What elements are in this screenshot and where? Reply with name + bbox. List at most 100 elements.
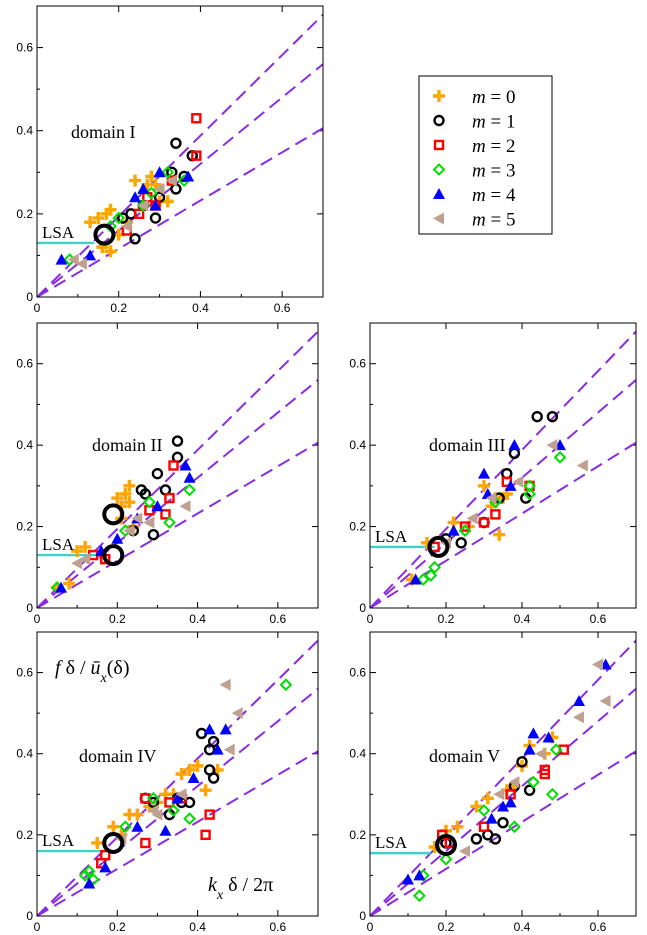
plot-frame [369,631,637,917]
legend-label-m0: m = 0 [472,87,515,108]
data-point-m4 [149,199,162,211]
reference-line [370,639,636,916]
data-point-m4 [131,820,144,832]
x-tick-label: 0.6 [590,920,607,934]
data-point-m4 [497,800,509,812]
y-tick-label: 0.4 [349,438,366,452]
data-point-m4 [111,532,124,544]
data-point-m2 [133,208,145,220]
data-point-m1 [151,467,164,480]
domain-label: domain I [71,122,136,142]
data-point-m4 [179,459,192,471]
lsa-label: LSA [42,831,75,850]
legend-entry-m5: m = 5 [433,210,515,231]
data-point-m4 [203,723,216,735]
data-point-m3 [523,487,537,501]
data-point-m3 [183,812,196,826]
data-point-m5 [153,182,165,195]
y-tick-label: 0.2 [349,520,366,534]
y-tick-label: 0.6 [349,357,366,371]
data-point-m2 [459,521,471,532]
data-point-m5 [137,199,149,212]
data-point-m4 [413,869,426,881]
data-point-m5 [485,492,497,505]
data-point-m5 [120,220,132,233]
reference-line [37,330,318,608]
data-point-m3 [424,569,438,582]
plot-frame [369,322,637,609]
x-tick-label: 0.4 [189,612,206,626]
panel-2: 0 0.2 0.4 0.6 0 0.2 0.4 0.6 domain II LSA [16,322,319,626]
data-point-m1 [147,529,160,541]
y-tick-label: 0.4 [349,747,366,761]
data-point-m3 [86,873,100,886]
plot-frame [36,631,319,917]
legend-box [418,75,553,235]
lsa-point [435,834,457,856]
lsa-point [427,535,450,558]
data-point-m3 [477,804,491,817]
data-point-m3 [428,560,442,574]
data-point-m4 [504,479,517,491]
data-point-m0 [470,800,483,813]
legend-entry-m4: m = 4 [433,185,516,206]
legend-entry-m1: m = 1 [433,112,515,133]
data-point-m0 [104,245,117,258]
data-point-m4 [402,873,414,885]
legend-entry-m0: m = 0 [433,87,515,108]
reference-line [37,687,318,916]
data-point-m5 [219,678,231,691]
data-point-m4 [171,792,184,804]
legend-marker-m2 [433,139,445,151]
domain-label: domain V [429,746,500,766]
data-point-m0 [111,492,124,505]
data-point-m5 [576,459,588,472]
x-tick-label: 0.4 [192,301,209,315]
x-tick-label: 0.2 [438,612,455,626]
data-point-m0 [478,479,490,492]
data-point-m4 [485,812,498,824]
y-tick-label: 0.6 [16,41,33,55]
x-tick-label: 0 [367,920,374,934]
y-tick-label: 0.4 [16,124,33,138]
data-point-m3 [526,775,540,789]
data-point-m5 [546,439,558,452]
y-tick-label: 0.6 [16,357,33,371]
lsa-point [102,831,125,854]
y-tick-label: 0.4 [16,438,33,452]
data-point-m4 [409,573,422,585]
data-point-m3 [279,678,293,692]
legend-marker-m3 [432,163,446,176]
data-point-m1 [139,488,152,500]
data-point-m2 [168,460,179,471]
x-tick-label: 0.4 [514,612,531,626]
data-point-m0 [107,820,120,833]
y-tick-label: 0.2 [16,520,33,534]
data-point-m5 [75,257,87,270]
x-tick-label: 0.6 [270,920,287,934]
data-point-m5 [71,557,83,570]
data-point-m0 [71,545,84,557]
data-point-m0 [119,488,132,500]
y-tick-label: 0.4 [16,747,33,761]
data-point-m2 [204,809,215,820]
reference-line [37,750,318,916]
legend-marker-m5 [433,212,444,225]
y-tick-label: 0.6 [349,666,366,680]
x-tick-label: 0.2 [438,920,455,934]
data-point-m0 [183,763,196,776]
domain-label: domain II [92,435,162,455]
data-point-m5 [573,711,584,724]
lsa-label: LSA [375,833,408,852]
data-point-m3 [118,820,132,834]
legend-label-m4: m = 4 [472,185,516,206]
data-point-m4 [527,727,540,739]
legend-entry-m2: m = 2 [433,136,515,157]
data-point-m4 [187,772,200,784]
data-point-m5 [466,512,478,525]
y-tick-label: 0.2 [16,207,33,221]
plot-frame [36,5,324,298]
data-point-m1 [170,137,182,149]
y-tick-label: 0 [359,601,366,615]
data-point-m3 [142,495,156,509]
